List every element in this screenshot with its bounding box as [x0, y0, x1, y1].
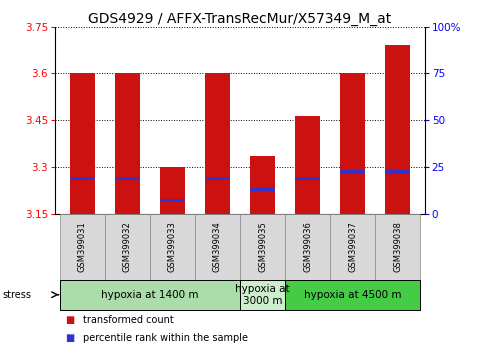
Text: GSM399037: GSM399037 — [348, 222, 357, 272]
Text: GSM399032: GSM399032 — [123, 222, 132, 272]
Bar — [240, 280, 285, 310]
Bar — [70, 177, 95, 180]
Text: transformed count: transformed count — [83, 315, 174, 325]
Text: ■: ■ — [65, 333, 74, 343]
Bar — [60, 280, 240, 310]
Bar — [330, 214, 375, 280]
Text: GSM399036: GSM399036 — [303, 222, 312, 272]
Text: hypoxia at 1400 m: hypoxia at 1400 m — [101, 290, 199, 300]
Bar — [150, 214, 195, 280]
Bar — [160, 199, 185, 202]
Bar — [115, 73, 140, 214]
Bar — [385, 45, 410, 214]
Bar — [285, 280, 420, 310]
Bar — [340, 73, 365, 214]
Bar — [70, 73, 95, 214]
Bar — [60, 214, 105, 280]
Bar — [160, 167, 185, 214]
Text: ■: ■ — [65, 315, 74, 325]
Bar — [205, 177, 230, 180]
Bar — [250, 188, 275, 192]
Bar — [295, 177, 320, 181]
Bar — [240, 214, 285, 280]
Text: GSM399034: GSM399034 — [213, 222, 222, 272]
Bar — [340, 170, 365, 173]
Text: stress: stress — [2, 290, 31, 300]
Bar — [295, 116, 320, 214]
Bar — [195, 214, 240, 280]
Text: GSM399035: GSM399035 — [258, 222, 267, 272]
Text: hypoxia at 4500 m: hypoxia at 4500 m — [304, 290, 401, 300]
Bar — [385, 170, 410, 173]
Bar — [375, 214, 420, 280]
Bar — [105, 214, 150, 280]
Text: GSM399033: GSM399033 — [168, 222, 177, 272]
Text: GSM399031: GSM399031 — [78, 222, 87, 272]
Text: GSM399038: GSM399038 — [393, 222, 402, 272]
Bar — [250, 156, 275, 214]
Text: hypoxia at
3000 m: hypoxia at 3000 m — [235, 284, 290, 306]
Title: GDS4929 / AFFX-TransRecMur/X57349_M_at: GDS4929 / AFFX-TransRecMur/X57349_M_at — [88, 12, 392, 25]
Text: percentile rank within the sample: percentile rank within the sample — [83, 333, 248, 343]
Bar — [115, 177, 140, 180]
Bar — [205, 73, 230, 214]
Bar — [285, 214, 330, 280]
